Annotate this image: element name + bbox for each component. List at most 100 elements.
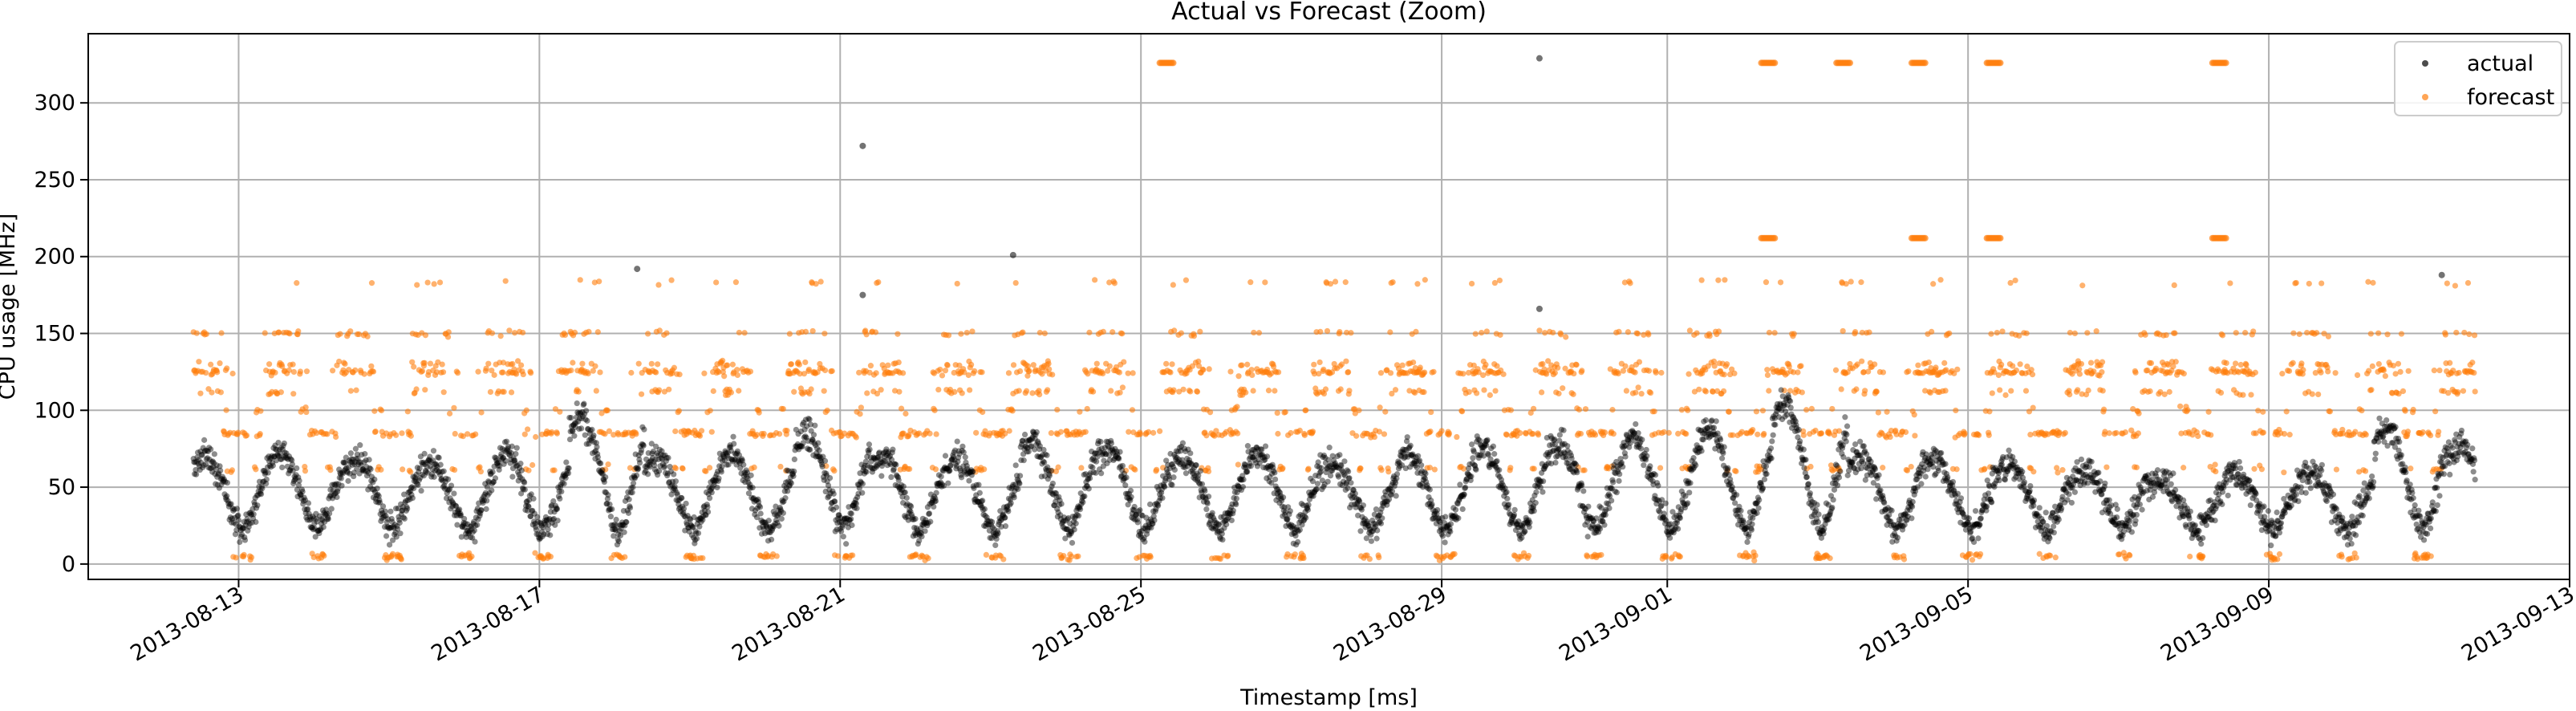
forecast-point (2420, 429, 2426, 436)
forecast-point (1169, 361, 1175, 368)
actual-point (396, 519, 403, 526)
actual-point (1511, 506, 1518, 513)
forecast-point (1089, 388, 1097, 395)
actual-point (1373, 535, 1380, 542)
actual-point (489, 487, 495, 494)
forecast-point (1348, 330, 1354, 336)
actual-point (224, 493, 230, 499)
forecast-point (885, 362, 891, 368)
actual-point (810, 432, 817, 438)
actual-point (1461, 491, 1467, 498)
forecast-point (445, 329, 452, 335)
actual-point (958, 474, 965, 481)
forecast-point (1766, 388, 1772, 394)
forecast-point (668, 277, 675, 283)
forecast-point (813, 281, 819, 287)
forecast-point (286, 367, 292, 373)
actual-point (1314, 481, 1321, 487)
actual-point (1033, 429, 1040, 436)
actual-point (931, 503, 937, 510)
actual-point (1527, 519, 1533, 526)
forecast-point (1049, 468, 1055, 474)
actual-point (976, 490, 983, 496)
forecast-point (276, 329, 282, 335)
actual-point (1468, 473, 1475, 480)
forecast-point (414, 282, 420, 288)
forecast-spike (1997, 59, 2004, 67)
forecast-point (1852, 328, 1859, 335)
forecast-point (1121, 359, 1127, 365)
actual-point (1128, 494, 1134, 500)
forecast-point (817, 360, 823, 368)
forecast-point (2452, 282, 2459, 289)
forecast-point (2384, 331, 2391, 338)
forecast-point (1542, 330, 1548, 336)
actual-point (1345, 485, 1351, 491)
forecast-point (2103, 464, 2110, 470)
forecast-point (747, 368, 754, 375)
forecast-point (895, 359, 902, 366)
forecast-point (736, 329, 743, 336)
forecast-point (419, 368, 426, 374)
forecast-point (1929, 328, 1935, 335)
forecast-point (1771, 330, 1778, 336)
actual-point (517, 461, 524, 467)
actual-point (1511, 511, 1518, 518)
actual-point (1470, 455, 1476, 461)
actual-point (521, 479, 528, 486)
forecast-point (1859, 329, 1865, 336)
forecast-point (1925, 359, 1932, 366)
forecast-point (1105, 368, 1111, 374)
forecast-point (352, 367, 359, 373)
actual-point (270, 462, 276, 469)
forecast-point (290, 391, 297, 397)
forecast-point (703, 468, 709, 474)
forecast-point (1248, 367, 1255, 373)
forecast-point (1829, 405, 1836, 412)
forecast-point (489, 330, 496, 336)
forecast-point (1507, 465, 1514, 471)
forecast-point (2339, 554, 2345, 560)
forecast-point (1414, 281, 1421, 287)
forecast-point (2251, 465, 2258, 472)
actual-point (328, 506, 335, 512)
actual-point (641, 426, 647, 433)
forecast-point (2363, 432, 2369, 438)
forecast-point (2023, 330, 2030, 336)
forecast-point (2008, 388, 2014, 394)
forecast-point (1751, 557, 1758, 564)
forecast-point (1862, 388, 1868, 394)
forecast-point (1721, 372, 1727, 378)
forecast-point (1752, 552, 1759, 559)
forecast-point (791, 388, 797, 395)
forecast-point (1535, 432, 1542, 438)
forecast-point (2030, 404, 2036, 411)
actual-point (661, 463, 667, 469)
forecast-point (1244, 361, 1251, 368)
forecast-point (1530, 405, 1537, 412)
forecast-point (2071, 330, 2079, 336)
actual-point (594, 444, 600, 450)
actual-point (566, 465, 572, 472)
forecast-point (777, 463, 784, 470)
forecast-point (1454, 433, 1460, 441)
forecast-point (653, 369, 659, 376)
forecast-point (675, 408, 683, 414)
forecast-spike (1771, 59, 1779, 67)
actual-point (568, 414, 574, 421)
actual-point (1325, 478, 1331, 485)
forecast-point (1915, 362, 1921, 368)
actual-point (718, 469, 724, 475)
forecast-point (2171, 282, 2177, 289)
forecast-point (2208, 432, 2214, 438)
forecast-point (1353, 433, 1360, 439)
forecast-point (2252, 369, 2258, 376)
forecast-point (1598, 551, 1604, 559)
forecast-point (939, 372, 946, 379)
forecast-point (1041, 330, 1048, 336)
forecast-point (850, 552, 856, 559)
actual-point (1296, 526, 1303, 533)
forecast-point (554, 430, 561, 437)
forecast-point (2325, 368, 2331, 375)
actual-point (1468, 441, 1475, 448)
